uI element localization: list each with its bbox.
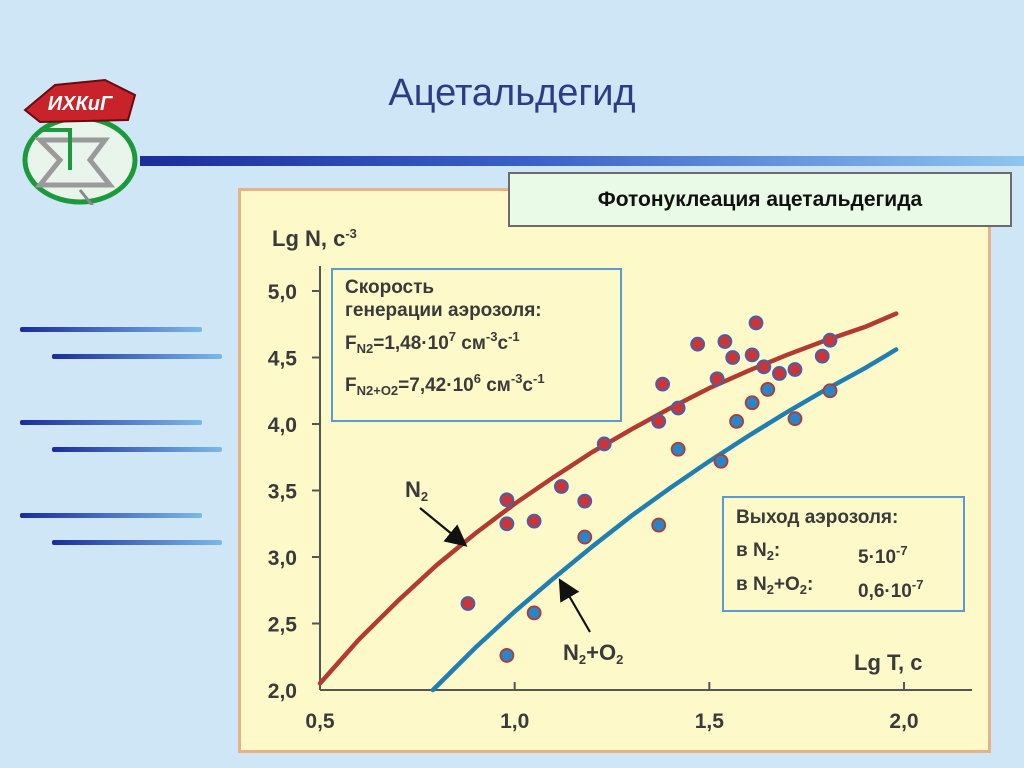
y-tick-label: 3,0 — [268, 547, 297, 570]
yield-row-n2: в N2: 5·10-7 — [736, 540, 908, 568]
rate-heading-1: Скорость — [345, 277, 435, 298]
y-tick-label: 4,0 — [268, 414, 297, 437]
series-curve-0 — [317, 311, 899, 686]
series-label-n2o2: N2+O2 — [563, 640, 624, 667]
page-title: Ацетальдегид — [388, 72, 636, 114]
data-point-series-0 — [744, 347, 760, 363]
data-point-series-0 — [651, 413, 667, 429]
arrow-n2 — [419, 507, 468, 547]
decor-line — [52, 540, 222, 545]
data-point-series-1 — [744, 395, 760, 411]
data-point-series-0 — [526, 513, 542, 529]
aerosol-yield-box: Выход аэрозоля: в N2: 5·10-7 в N2+O2: 0,… — [722, 496, 965, 612]
data-point-series-1 — [713, 453, 729, 469]
data-point-series-0 — [725, 350, 741, 365]
logo-text: ИХКиГ — [48, 93, 114, 115]
data-point-series-0 — [690, 336, 706, 352]
series-label-n2: N2 — [405, 477, 429, 504]
title-divider — [140, 156, 1024, 166]
y-tick-label: 4,5 — [268, 348, 298, 371]
decor-line — [52, 447, 222, 452]
generation-rate-box: Скорость генерации аэрозоля: FN2=1,48·10… — [331, 268, 622, 422]
data-point-series-1 — [670, 441, 686, 457]
data-point-series-1 — [651, 517, 667, 533]
data-point-series-0 — [748, 315, 764, 331]
y-tick-label: 2,5 — [268, 614, 298, 637]
rate-heading-2: генерации аэрозоля: — [345, 300, 542, 321]
yield-row-n2o2: в N2+O2: 0,6·10-7 — [736, 574, 924, 602]
y-tick-label: 3,5 — [268, 481, 298, 504]
data-point-series-0 — [822, 332, 838, 348]
data-point-series-1 — [577, 529, 593, 545]
decor-line — [20, 513, 202, 518]
rate-formula-n2o2: FN2+O2=7,42·106 см-3с-1 — [345, 371, 545, 398]
data-point-series-0 — [772, 366, 787, 381]
arrow-n2o2 — [558, 578, 591, 633]
decor-line — [20, 327, 202, 332]
y-tick-label: 5,0 — [268, 281, 297, 304]
x-tick-label: 0,5 — [305, 710, 335, 733]
decor-line — [20, 420, 202, 425]
data-point-series-1 — [787, 411, 803, 427]
data-point-series-0 — [814, 348, 830, 364]
data-point-series-0 — [709, 371, 725, 387]
data-point-series-0 — [460, 596, 476, 611]
x-tick-label: 1,0 — [500, 710, 529, 733]
x-tick-label: 1,5 — [695, 710, 725, 733]
data-point-series-0 — [787, 362, 803, 377]
decor-line — [52, 354, 222, 359]
rate-formula-n2: FN2=1,48·107 см-3с-1 — [345, 329, 520, 356]
data-point-series-1 — [729, 413, 744, 429]
data-point-series-0 — [577, 493, 593, 509]
y-axis-title: Lg N, с-3 — [272, 226, 357, 251]
data-point-series-1 — [760, 382, 776, 397]
yield-heading: Выход аэрозоля: — [736, 507, 899, 528]
y-tick-label: 2,0 — [268, 680, 297, 703]
x-tick-label: 2,0 — [889, 710, 918, 733]
data-point-series-0 — [655, 376, 671, 392]
institute-logo: ИХКиГ — [22, 78, 138, 205]
data-point-series-0 — [553, 479, 569, 494]
data-point-series-0 — [670, 400, 686, 416]
x-axis-title: Lg T, с — [854, 650, 923, 675]
data-point-series-0 — [596, 436, 612, 452]
chart-title: Фотонуклеация ацетальдегида — [508, 172, 1012, 227]
data-point-series-0 — [717, 334, 733, 349]
data-point-series-1 — [526, 605, 542, 621]
data-point-series-1 — [822, 383, 838, 399]
data-point-series-0 — [756, 359, 772, 375]
data-point-series-1 — [499, 648, 515, 663]
data-point-series-0 — [499, 516, 515, 532]
data-point-series-0 — [499, 492, 515, 508]
